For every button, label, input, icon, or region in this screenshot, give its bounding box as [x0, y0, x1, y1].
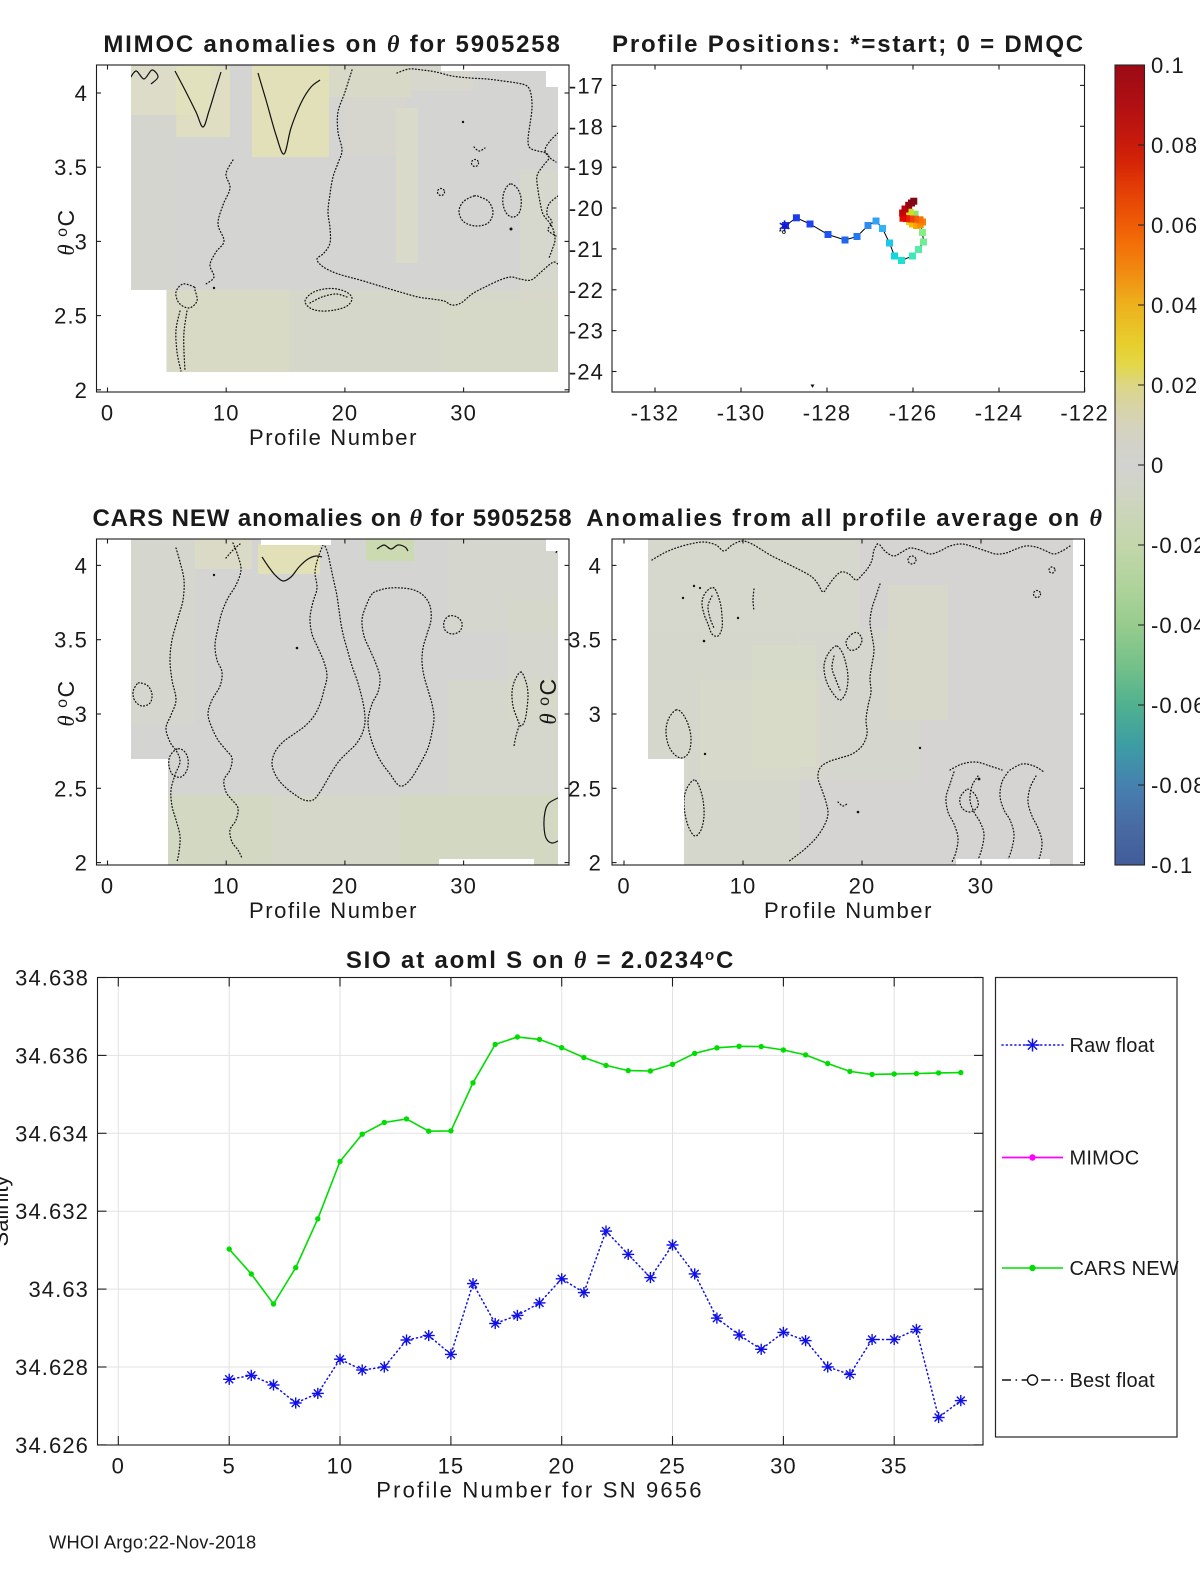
- svg-text:MIMOC anomalies on θ for 5905: MIMOC anomalies on θ for 5905258: [103, 31, 561, 58]
- svg-text:3: 3: [75, 229, 88, 254]
- svg-text:-19: -19: [569, 155, 604, 180]
- svg-text:θ oC: θ oC: [53, 208, 79, 255]
- svg-text:34.626: 34.626: [15, 1433, 89, 1458]
- svg-text:-128: -128: [803, 401, 851, 426]
- svg-text:Profile Number: Profile Number: [249, 425, 418, 450]
- svg-text:2: 2: [75, 851, 88, 876]
- svg-text:2.5: 2.5: [54, 304, 88, 329]
- svg-text:3.5: 3.5: [568, 628, 602, 653]
- svg-text:35: 35: [881, 1454, 908, 1479]
- svg-text:θ oC: θ oC: [535, 677, 561, 724]
- svg-text:-24: -24: [569, 360, 604, 385]
- svg-text:CARS NEW anomalies on θ for 59: CARS NEW anomalies on θ for 5905258: [92, 505, 572, 532]
- svg-text:-130: -130: [717, 401, 765, 426]
- svg-text:-0.04: -0.04: [1151, 613, 1200, 638]
- svg-text:-23: -23: [569, 319, 604, 344]
- svg-text:Raw float: Raw float: [1070, 1035, 1155, 1057]
- svg-text:0: 0: [112, 1454, 125, 1479]
- svg-text:θ oC: θ oC: [53, 679, 79, 726]
- svg-text:Profile Positions: *=start; 0: Profile Positions: *=start; 0 = DMQC: [612, 31, 1085, 58]
- svg-text:30: 30: [968, 874, 995, 899]
- svg-text:-126: -126: [889, 401, 937, 426]
- svg-text:30: 30: [770, 1454, 797, 1479]
- svg-text:-22: -22: [569, 278, 604, 303]
- svg-text:WHOI Argo:22-Nov-2018: WHOI Argo:22-Nov-2018: [49, 1532, 256, 1553]
- svg-text:34.638: 34.638: [15, 966, 89, 991]
- svg-text:3.5: 3.5: [54, 155, 88, 180]
- svg-text:0.04: 0.04: [1151, 293, 1198, 318]
- svg-text:3: 3: [589, 702, 602, 727]
- svg-text:2: 2: [589, 851, 602, 876]
- svg-text:25: 25: [659, 1454, 686, 1479]
- svg-text:-17: -17: [569, 73, 604, 98]
- svg-text:34.634: 34.634: [15, 1121, 89, 1146]
- svg-text:-0.02: -0.02: [1151, 533, 1200, 558]
- svg-text:-0.06: -0.06: [1151, 693, 1200, 718]
- svg-text:0.1: 0.1: [1151, 53, 1185, 78]
- svg-text:0.08: 0.08: [1151, 133, 1198, 158]
- svg-text:34.628: 34.628: [15, 1355, 89, 1380]
- svg-text:10: 10: [327, 1454, 354, 1479]
- svg-text:15: 15: [438, 1454, 465, 1479]
- svg-text:10: 10: [213, 874, 240, 899]
- svg-text:*o: *o: [779, 229, 786, 236]
- svg-text:20: 20: [849, 874, 876, 899]
- svg-text:SIO at aoml S on θ = 2.0234oC: SIO at aoml S on θ = 2.0234oC: [346, 947, 735, 974]
- svg-text:0: 0: [101, 401, 114, 426]
- svg-text:34.63: 34.63: [28, 1277, 89, 1302]
- svg-text:-132: -132: [631, 401, 679, 426]
- svg-text:30: 30: [450, 401, 477, 426]
- svg-text:-21: -21: [569, 237, 604, 262]
- svg-text:-124: -124: [975, 401, 1023, 426]
- svg-text:0.06: 0.06: [1151, 213, 1198, 238]
- svg-text:34.636: 34.636: [15, 1043, 89, 1068]
- svg-text:4: 4: [589, 553, 602, 578]
- svg-text:10: 10: [730, 874, 757, 899]
- svg-text:30: 30: [450, 874, 477, 899]
- svg-text:MIMOC: MIMOC: [1070, 1148, 1140, 1170]
- svg-text:3: 3: [75, 702, 88, 727]
- svg-text:2: 2: [75, 378, 88, 403]
- svg-text:4: 4: [75, 81, 88, 106]
- svg-text:2.5: 2.5: [568, 776, 602, 801]
- svg-text:-20: -20: [569, 196, 604, 221]
- svg-text:0.02: 0.02: [1151, 373, 1198, 398]
- svg-text:20: 20: [548, 1454, 575, 1479]
- svg-text:Best float: Best float: [1070, 1370, 1156, 1392]
- svg-text:10: 10: [213, 401, 240, 426]
- svg-text:Anomalies from all profile ave: Anomalies from all profile average on θ: [586, 505, 1103, 532]
- svg-text:Salinity: Salinity: [0, 1176, 13, 1247]
- svg-text:3.5: 3.5: [54, 628, 88, 653]
- svg-text:-0.08: -0.08: [1151, 773, 1200, 798]
- svg-text:20: 20: [332, 401, 359, 426]
- svg-text:-18: -18: [569, 114, 604, 139]
- svg-text:20: 20: [332, 874, 359, 899]
- svg-text:-0.1: -0.1: [1151, 853, 1193, 878]
- svg-text:4: 4: [75, 553, 88, 578]
- svg-text:Profile Number: Profile Number: [764, 898, 933, 923]
- svg-text:-122: -122: [1060, 401, 1108, 426]
- svg-text:0: 0: [1151, 453, 1164, 478]
- svg-text:Profile Number: Profile Number: [249, 898, 418, 923]
- svg-text:34.632: 34.632: [15, 1199, 89, 1224]
- svg-text:0: 0: [101, 874, 114, 899]
- svg-text:0: 0: [617, 874, 630, 899]
- svg-text:Profile Number for SN 9656: Profile Number for SN 9656: [376, 1478, 703, 1503]
- svg-text:5: 5: [223, 1454, 236, 1479]
- svg-text:2.5: 2.5: [54, 776, 88, 801]
- svg-text:CARS NEW: CARS NEW: [1070, 1258, 1179, 1280]
